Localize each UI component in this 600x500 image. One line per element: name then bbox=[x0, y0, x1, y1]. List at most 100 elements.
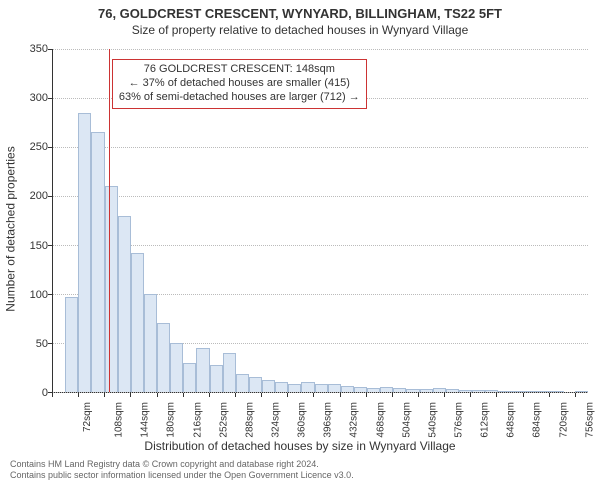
ytick-label: 350 bbox=[30, 43, 48, 55]
xaxis-ticks: 72sqm108sqm144sqm180sqm216sqm252sqm288sq… bbox=[52, 393, 588, 419]
bar bbox=[91, 132, 104, 392]
footer-line1: Contains HM Land Registry data © Crown c… bbox=[10, 459, 590, 470]
bar bbox=[551, 391, 564, 392]
bar bbox=[105, 186, 118, 392]
yaxis-ticks: 050100150200250300350 bbox=[22, 39, 52, 419]
ytick-mark bbox=[48, 147, 53, 148]
xtick-mark bbox=[130, 393, 131, 397]
ytick-mark bbox=[48, 245, 53, 246]
xtick-mark bbox=[549, 393, 550, 397]
bar bbox=[575, 391, 588, 392]
xtick-label: 180sqm bbox=[166, 402, 177, 438]
xtick-mark bbox=[52, 393, 53, 397]
bar bbox=[210, 365, 223, 392]
ytick-mark bbox=[48, 98, 53, 99]
xtick-label: 144sqm bbox=[140, 402, 151, 438]
xtick-label: 216sqm bbox=[192, 402, 203, 438]
bar bbox=[301, 382, 314, 392]
ytick-mark bbox=[48, 343, 53, 344]
callout-box: 76 GOLDCREST CRESCENT: 148sqm ← 37% of d… bbox=[112, 59, 367, 108]
xtick-mark bbox=[157, 393, 158, 397]
page-subtitle: Size of property relative to detached ho… bbox=[0, 21, 600, 39]
bar bbox=[78, 113, 91, 392]
bar bbox=[262, 380, 275, 392]
ytick-mark bbox=[48, 294, 53, 295]
bar bbox=[275, 382, 288, 392]
xtick-label: 648sqm bbox=[506, 402, 517, 438]
callout-line2: ← 37% of detached houses are smaller (41… bbox=[119, 77, 360, 91]
xtick-label: 288sqm bbox=[244, 402, 255, 438]
bar bbox=[525, 391, 538, 392]
xtick-label: 432sqm bbox=[349, 402, 360, 438]
ytick-mark bbox=[48, 196, 53, 197]
bar bbox=[249, 377, 262, 392]
bar bbox=[511, 391, 524, 392]
xtick-label: 612sqm bbox=[480, 402, 491, 438]
bar bbox=[498, 391, 511, 392]
bar bbox=[170, 343, 183, 392]
bar bbox=[485, 390, 498, 392]
plot-area: 76 GOLDCREST CRESCENT: 148sqm ← 37% of d… bbox=[52, 49, 588, 393]
ytick-label: 50 bbox=[36, 338, 48, 350]
xtick-label: 540sqm bbox=[427, 402, 438, 438]
bar bbox=[406, 389, 419, 392]
bar bbox=[341, 386, 354, 392]
footer: Contains HM Land Registry data © Crown c… bbox=[0, 453, 600, 481]
bar bbox=[393, 388, 406, 392]
chart-container: Number of detached properties 0501001502… bbox=[0, 39, 600, 419]
bar bbox=[380, 387, 393, 392]
xtick-mark bbox=[104, 393, 105, 397]
xtick-label: 468sqm bbox=[375, 402, 386, 438]
bar bbox=[131, 253, 144, 392]
ytick-label: 300 bbox=[30, 92, 48, 104]
bar bbox=[354, 387, 367, 392]
marker-line bbox=[109, 49, 110, 392]
xtick-mark bbox=[261, 393, 262, 397]
xtick-mark bbox=[183, 393, 184, 397]
bar bbox=[236, 374, 249, 392]
bar bbox=[157, 323, 170, 392]
xtick-label: 324sqm bbox=[271, 402, 282, 438]
bar bbox=[433, 388, 446, 392]
xtick-label: 72sqm bbox=[82, 402, 93, 432]
xtick-label: 360sqm bbox=[297, 402, 308, 438]
footer-line2: Contains public sector information licen… bbox=[10, 470, 590, 481]
page-title: 76, GOLDCREST CRESCENT, WYNYARD, BILLING… bbox=[0, 0, 600, 21]
xtick-label: 756sqm bbox=[584, 402, 595, 438]
bar bbox=[328, 384, 341, 392]
xtick-mark bbox=[209, 393, 210, 397]
bar bbox=[65, 297, 78, 392]
xtick-mark bbox=[313, 393, 314, 397]
ytick-label: 0 bbox=[42, 387, 48, 399]
callout-line1: 76 GOLDCREST CRESCENT: 148sqm bbox=[119, 63, 360, 77]
bar bbox=[420, 389, 433, 392]
bar bbox=[118, 216, 131, 392]
bar bbox=[315, 384, 328, 392]
xtick-label: 684sqm bbox=[532, 402, 543, 438]
bar bbox=[288, 384, 301, 392]
bar bbox=[223, 353, 236, 392]
bar bbox=[367, 388, 380, 392]
xtick-label: 576sqm bbox=[454, 402, 465, 438]
ytick-label: 100 bbox=[30, 289, 48, 301]
xtick-mark bbox=[523, 393, 524, 397]
xtick-mark bbox=[496, 393, 497, 397]
xtick-mark bbox=[418, 393, 419, 397]
xtick-label: 108sqm bbox=[114, 402, 125, 438]
xtick-label: 396sqm bbox=[323, 402, 334, 438]
bar bbox=[196, 348, 209, 392]
ytick-mark bbox=[48, 49, 53, 50]
bar bbox=[472, 390, 485, 392]
yaxis-label: Number of detached properties bbox=[4, 146, 18, 311]
xtick-label: 252sqm bbox=[218, 402, 229, 438]
yaxis-label-wrap: Number of detached properties bbox=[0, 39, 22, 419]
xtick-mark bbox=[235, 393, 236, 397]
xtick-mark bbox=[366, 393, 367, 397]
bar bbox=[538, 391, 551, 392]
plot-wrap: 76 GOLDCREST CRESCENT: 148sqm ← 37% of d… bbox=[52, 39, 588, 419]
xtick-mark bbox=[575, 393, 576, 397]
bar bbox=[144, 294, 157, 392]
ytick-label: 250 bbox=[30, 141, 48, 153]
xtick-mark bbox=[392, 393, 393, 397]
xtick-mark bbox=[340, 393, 341, 397]
